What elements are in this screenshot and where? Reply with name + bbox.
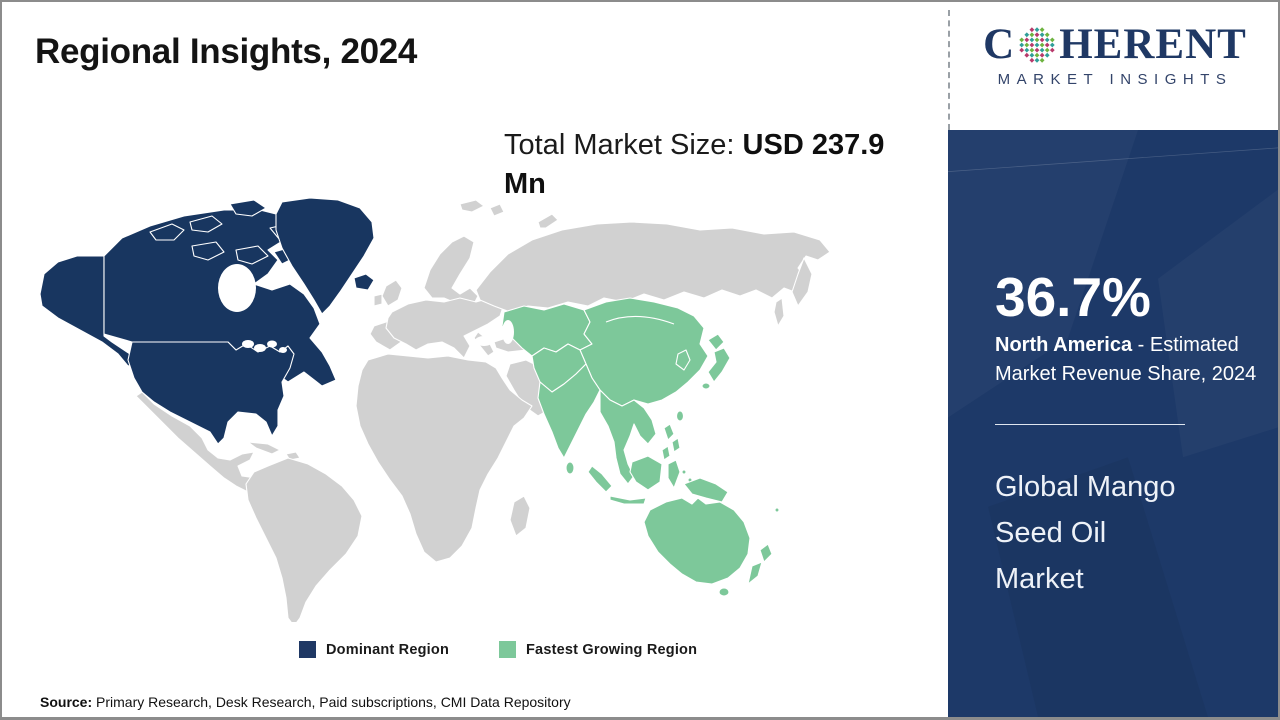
- market-share-desc-text: - Estimated Market Revenue Share, 2024: [995, 334, 1257, 385]
- region-asia-pacific: [501, 297, 780, 597]
- sidebar: 36.7% North America - Estimated Market R…: [948, 130, 1278, 717]
- brand-subtitle: MARKET INSIGHTS: [997, 71, 1233, 88]
- sidebar-divider: [995, 424, 1185, 425]
- legend-swatch-dominant: [299, 641, 316, 658]
- brand-letter-c: C: [983, 21, 1016, 68]
- market-name: Global Mango Seed Oil Market: [995, 471, 1176, 595]
- total-market-size-label: Total Market Size:: [504, 129, 743, 161]
- source-text: Primary Research, Desk Research, Paid su…: [92, 694, 571, 710]
- legend-swatch-fastest-growing: [499, 641, 516, 658]
- market-share-value: 36.7%: [995, 266, 1151, 328]
- globe-icon: [1019, 27, 1055, 63]
- total-market-size: Total Market Size: USD 237.9 Mn: [504, 126, 916, 204]
- total-market-size-value: USD 237.9 Mn: [504, 129, 885, 200]
- legend-item-dominant: Dominant Region: [299, 641, 449, 658]
- brand-wordmark: C HERENT: [952, 22, 1278, 68]
- map-inland-water: [218, 264, 514, 353]
- legend-label-dominant: Dominant Region: [326, 641, 450, 658]
- market-share-description: North America - Estimated Market Revenue…: [995, 331, 1263, 389]
- legend-item-fastest-growing: Fastest Growing Region: [499, 641, 697, 658]
- dashed-divider: [948, 10, 950, 130]
- market-share-region: North America: [995, 334, 1133, 356]
- legend-label-fastest-growing: Fastest Growing Region: [526, 641, 698, 658]
- world-map: [39, 197, 831, 622]
- source-label: Source:: [40, 694, 93, 710]
- region-north-america: [39, 197, 375, 445]
- page-title: Regional Insights, 2024: [35, 32, 418, 71]
- source-note: Source: Primary Research, Desk Research,…: [40, 694, 571, 710]
- brand-letters-herent: HERENT: [1059, 21, 1247, 68]
- sidebar-texture: [948, 147, 1278, 717]
- region-rest-of-world: [135, 199, 831, 622]
- brand-logo: C HERENT MARKET INSIGHTS: [952, 22, 1278, 89]
